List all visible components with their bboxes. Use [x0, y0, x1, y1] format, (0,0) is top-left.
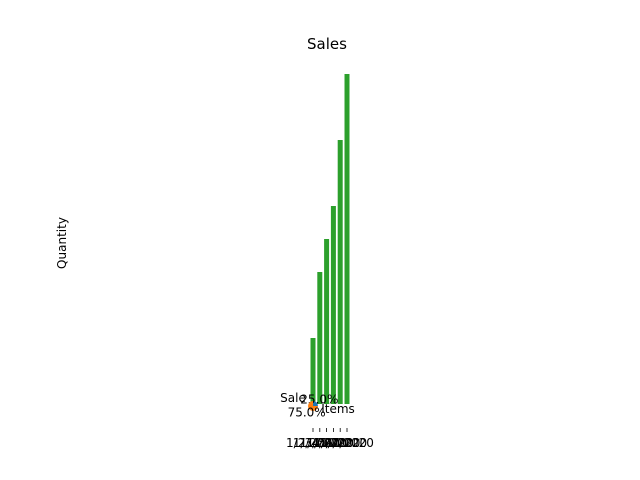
- x-axis-label: Items: [321, 402, 355, 416]
- bar-2: [317, 272, 323, 404]
- x-tick-label: 1/2/2020: [286, 436, 340, 450]
- pie-slice-1: [313, 401, 318, 406]
- x-tick-label: 1/7/2020: [320, 436, 374, 450]
- chart-title: Sales: [307, 35, 347, 53]
- y-axis-label: Quantity: [55, 217, 69, 269]
- pie-label: Sale: [280, 391, 306, 405]
- x-ticks-group: 1/2/20201/3/20201/4/20201/5/20201/6/2020…: [286, 428, 374, 450]
- bar-4: [330, 206, 336, 404]
- inset-pie: 25.0%75.0%: [288, 393, 339, 420]
- bar-5: [337, 140, 343, 404]
- x-tick-label: 1/6/2020: [313, 436, 367, 450]
- x-tick-label: 1/3/2020: [293, 436, 347, 450]
- pie-slice-2: [308, 401, 318, 411]
- bar-3: [324, 239, 330, 404]
- x-tick-label: 1/5/2020: [306, 436, 360, 450]
- bar-1: [310, 338, 316, 404]
- pie-slice-label: 75.0%: [288, 405, 326, 419]
- x-tick-label: 1/4/2020: [300, 436, 354, 450]
- bars-group: [310, 74, 350, 404]
- bar-6: [344, 74, 350, 404]
